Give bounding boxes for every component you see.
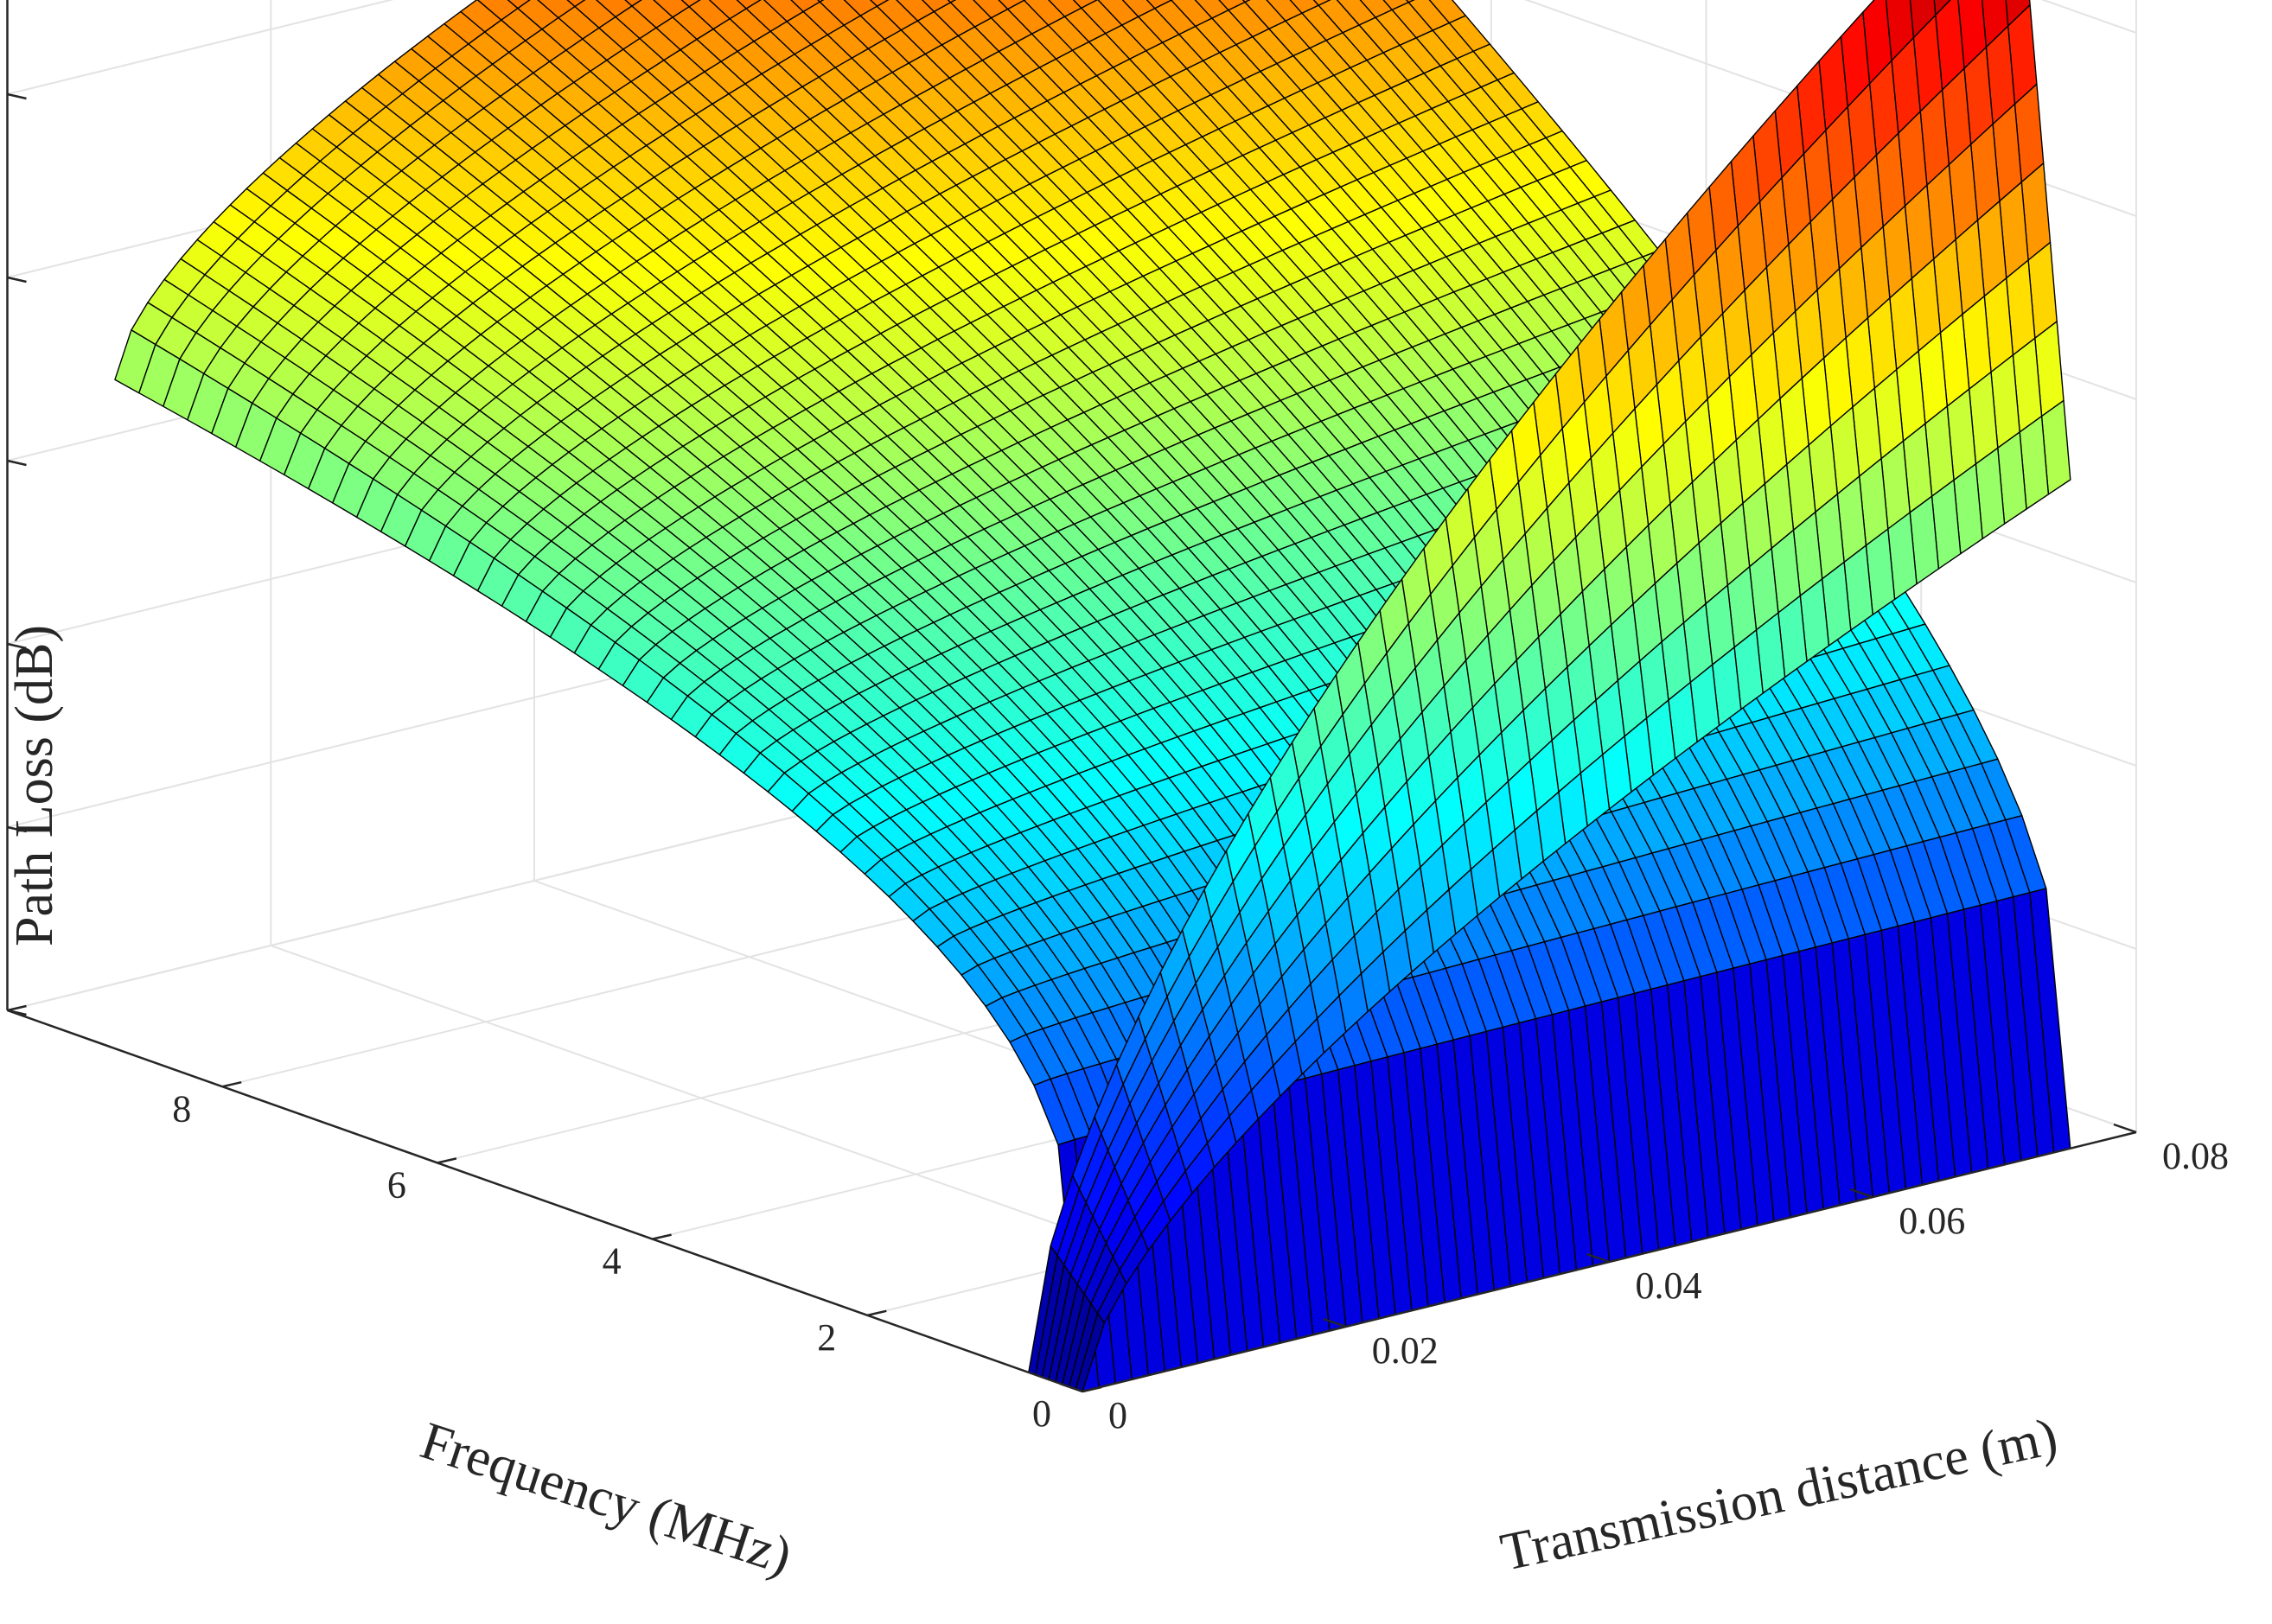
x-tick-mark: [1082, 1385, 1102, 1393]
x-axis-label: Frequency (MHz): [414, 1411, 799, 1586]
z-tick-mark: [7, 92, 27, 100]
tick-labels: 020406080100120140024681000.020.040.060.…: [7, 92, 2229, 1436]
surface-patch: [624, 0, 642, 7]
y-tick-mark: [1586, 1252, 1610, 1264]
y-tick-mark: [1059, 1382, 1083, 1393]
z-tick-mark: [7, 1009, 27, 1016]
y-tick-label: 0.06: [1899, 1200, 1965, 1242]
x-tick-mark: [221, 1080, 242, 1088]
x-axis-line: [7, 1009, 1083, 1393]
z-axis-label: Path Loss (dB): [5, 625, 64, 946]
y-tick-label: 0.04: [1635, 1264, 1701, 1307]
z-tick-mark: [7, 459, 27, 467]
x-tick-label: 2: [817, 1316, 836, 1359]
z-tick-mark: [7, 825, 27, 833]
surface-patch: [680, 0, 701, 8]
x-tick-label: 4: [603, 1240, 622, 1283]
x-tick-mark: [7, 1004, 27, 1012]
y-axis-label: Transmission distance (m): [1496, 1407, 2062, 1583]
z-tick-mark: [7, 276, 27, 283]
y-tick-mark: [1323, 1317, 1347, 1328]
x-tick-mark: [652, 1233, 672, 1240]
surface-mesh: [114, 0, 2071, 1392]
surface-patch: [566, 0, 586, 8]
x-tick-mark: [867, 1309, 887, 1317]
grid-line: [7, 0, 394, 95]
y-tick-mark: [1849, 1188, 1873, 1199]
x-tick-label: 8: [172, 1087, 191, 1130]
y-tick-label: 0.02: [1372, 1329, 1439, 1372]
x-tick-label: 6: [387, 1163, 406, 1206]
y-tick-label: 0.08: [2162, 1135, 2229, 1177]
y-tick-label: 0: [1108, 1394, 1127, 1436]
z-tick-mark: [7, 642, 27, 650]
x-tick-label: 0: [1032, 1392, 1051, 1435]
x-tick-mark: [437, 1157, 457, 1164]
y-tick-mark: [2113, 1123, 2137, 1134]
